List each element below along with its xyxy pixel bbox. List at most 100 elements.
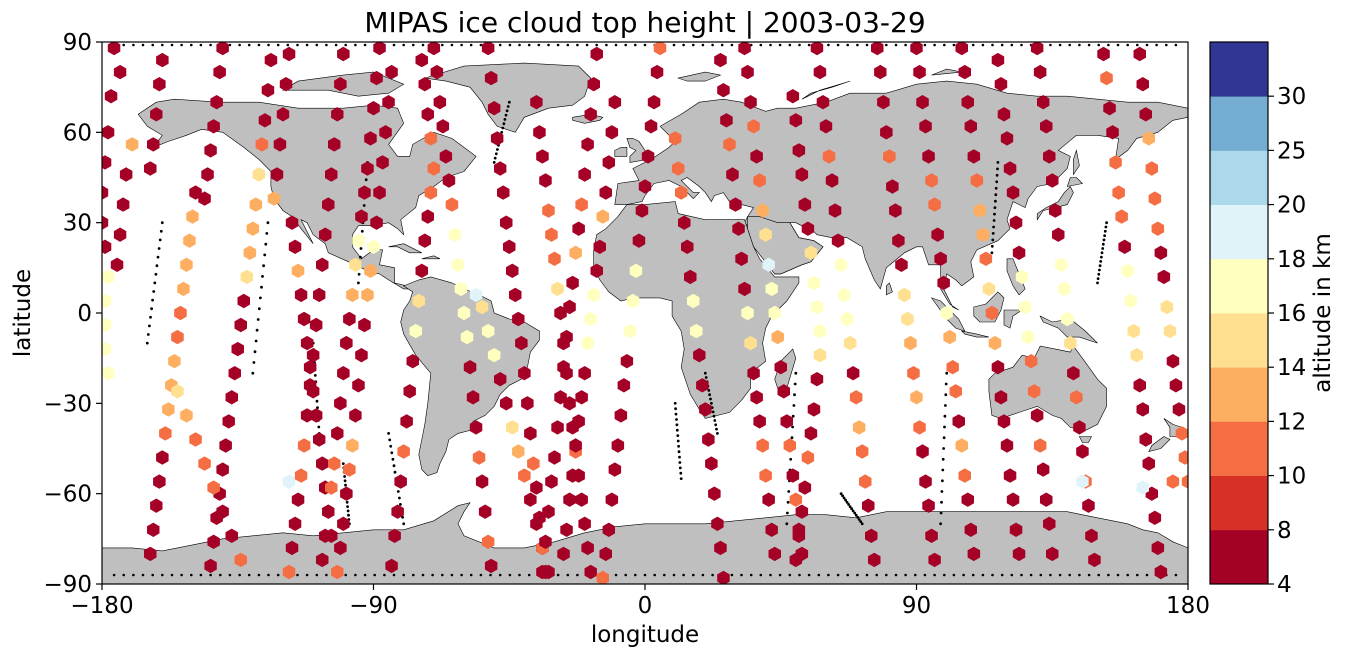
track-segment <box>939 371 949 526</box>
cloud-marker <box>364 263 377 278</box>
cloud-marker <box>551 281 564 297</box>
cloud-marker <box>1018 299 1032 315</box>
cloud-marker <box>635 203 649 218</box>
x-tick-label: 90 <box>902 593 931 619</box>
cloud-marker <box>439 149 453 164</box>
cloud-marker <box>427 161 441 176</box>
cloud-marker <box>379 125 392 140</box>
cloud-marker <box>928 197 941 212</box>
cloud-marker <box>264 52 278 68</box>
land-hispaniola <box>421 255 441 260</box>
cloud-marker <box>753 173 766 188</box>
land-north-america <box>137 98 477 290</box>
cloud-marker <box>319 227 332 242</box>
cloud-marker <box>581 137 594 152</box>
cloud-marker <box>668 131 682 146</box>
colorbar: 4 8 10 12 14 16 18 20 25 30 <box>1209 41 1306 598</box>
cloud-marker <box>539 534 552 549</box>
colorbar-tick-label: 20 <box>1277 193 1306 219</box>
track-segment <box>990 161 1000 255</box>
cloud-marker <box>750 149 763 164</box>
cloud-marker <box>795 504 809 519</box>
cloud-marker <box>1006 185 1020 200</box>
cloud-marker <box>319 528 332 543</box>
cloud-marker <box>469 420 483 435</box>
cloud-marker <box>895 257 908 272</box>
cloud-marker <box>147 522 160 537</box>
cloud-marker <box>699 402 712 417</box>
cloud-marker <box>777 384 790 399</box>
cloud-marker <box>225 390 238 405</box>
cloud-marker <box>937 275 950 291</box>
cloud-marker <box>647 95 661 110</box>
cloud-marker <box>1124 293 1137 309</box>
cloud-marker <box>678 215 691 230</box>
cloud-marker <box>1097 46 1110 62</box>
cloud-marker <box>623 323 637 339</box>
cloud-marker <box>1055 257 1068 272</box>
cloud-marker <box>466 390 480 405</box>
cloud-marker <box>361 287 374 303</box>
cloud-marker <box>385 64 398 80</box>
cloud-marker <box>789 552 803 568</box>
colorbar-tick-label: 14 <box>1277 355 1306 381</box>
cloud-marker <box>116 197 130 212</box>
cloud-marker <box>125 137 139 152</box>
cloud-marker <box>916 95 929 110</box>
cloud-marker <box>394 474 407 489</box>
cloud-marker <box>581 335 594 351</box>
cloud-marker <box>243 245 257 260</box>
cloud-marker <box>590 46 603 62</box>
cloud-marker <box>102 317 112 333</box>
cloud-marker <box>460 329 474 345</box>
cloud-marker <box>587 287 600 303</box>
cloud-marker <box>774 360 787 375</box>
cloud-marker <box>1030 408 1044 423</box>
cloud-marker <box>874 64 887 80</box>
cloud-marker <box>1021 329 1035 345</box>
cloud-marker <box>786 468 800 483</box>
cloud-marker <box>234 552 247 568</box>
cloud-marker <box>150 498 163 513</box>
track-segment <box>673 401 683 480</box>
cloud-marker <box>943 329 956 345</box>
cloud-marker <box>789 113 803 128</box>
cloud-marker <box>973 203 987 218</box>
cloud-marker <box>1067 366 1080 381</box>
cloud-marker <box>309 317 323 333</box>
cloud-marker <box>675 185 688 200</box>
cloud-marker <box>144 546 157 562</box>
cloud-marker <box>768 546 781 562</box>
y-tick-label: −60 <box>43 482 92 508</box>
cloud-marker <box>834 257 848 272</box>
cloud-marker <box>1027 384 1041 399</box>
cloud-marker <box>557 360 570 375</box>
cloud-marker <box>958 64 971 80</box>
cloud-marker <box>807 275 821 291</box>
cloud-marker <box>868 552 881 568</box>
track-segment <box>251 221 270 375</box>
cloud-marker <box>494 372 507 387</box>
cloud-marker <box>370 215 383 230</box>
cloud-marker <box>1012 546 1026 562</box>
cloud-marker <box>1139 432 1152 447</box>
cloud-marker <box>1112 185 1125 200</box>
cloud-marker <box>1166 354 1180 369</box>
land-greenland <box>424 62 592 133</box>
cloud-marker <box>970 173 984 188</box>
cloud-marker <box>367 239 380 254</box>
cloud-marker <box>671 161 685 176</box>
cloud-marker <box>1003 161 1017 176</box>
colorbar-tick-label: 12 <box>1277 409 1306 435</box>
cloud-marker <box>575 390 588 405</box>
cloud-marker <box>352 378 365 393</box>
x-tick-label: −90 <box>349 593 398 619</box>
land-cuba <box>388 243 422 254</box>
cloud-marker <box>475 474 489 489</box>
cloud-marker <box>563 299 576 315</box>
cloud-marker <box>234 317 247 333</box>
cloud-marker <box>285 215 299 230</box>
cloud-marker <box>454 281 468 297</box>
cloud-marker <box>991 52 1005 68</box>
cloud-marker <box>1073 420 1086 435</box>
